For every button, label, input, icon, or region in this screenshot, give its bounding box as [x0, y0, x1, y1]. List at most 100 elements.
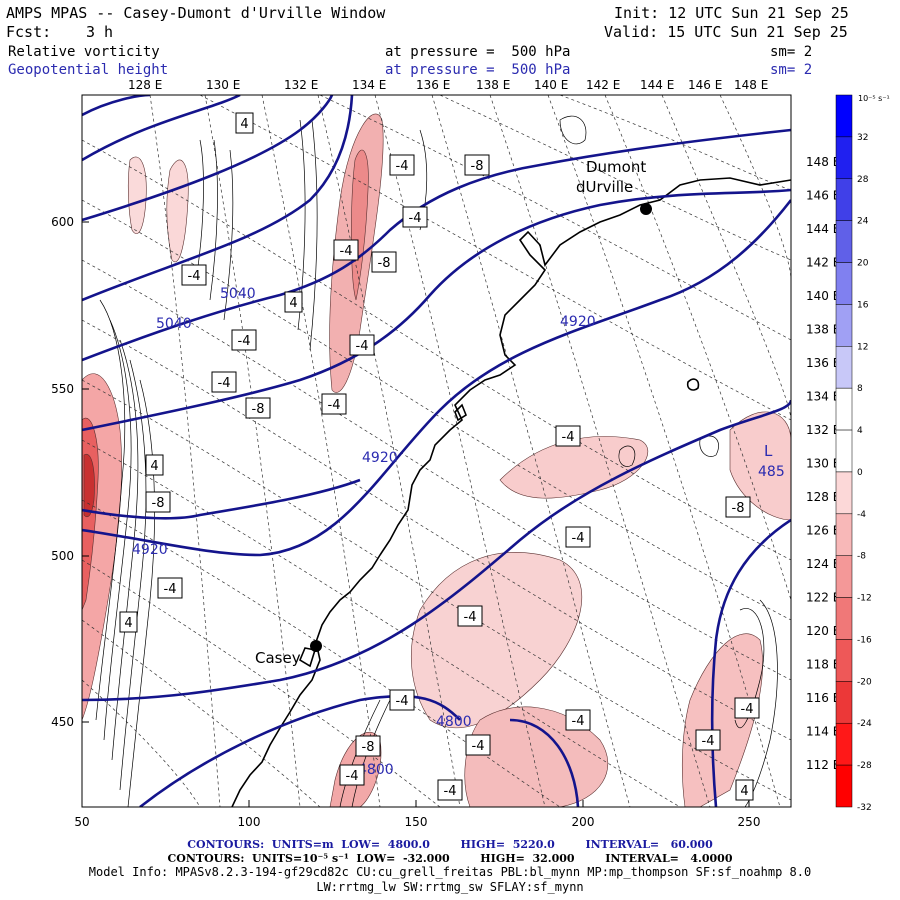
vorticity-label: -4 — [572, 714, 585, 729]
colorbar-cell — [835, 346, 853, 389]
dumont-durville-label-1: Dumont — [586, 158, 646, 176]
vorticity-label-box: -4 — [389, 154, 415, 176]
colorbar-cell — [835, 387, 853, 431]
y-axis-ticks: 600 550 500 450 — [51, 215, 89, 729]
height-label: 4800 — [358, 762, 394, 778]
vorticity-label-box: -4 — [437, 779, 463, 801]
right-lon-label: 140 E — [806, 289, 840, 303]
vorticity-label: -4 — [464, 610, 477, 625]
y-tick-label: 500 — [51, 549, 74, 563]
top-lon-label: 140 E — [534, 78, 568, 92]
right-lon-label: 126 E — [806, 524, 840, 538]
vorticity-label-box: -8 — [464, 154, 490, 176]
vorticity-label: -4 — [238, 334, 251, 349]
valid-time: Valid: 15 UTC Sun 21 Sep 25 — [604, 23, 848, 41]
footer-height-contours: CONTOURS: UNITS=m LOW= 4800.0 HIGH= 5220… — [187, 838, 713, 851]
field1-pressure: at pressure = 500 hPa — [385, 44, 571, 60]
vorticity-label-box: -8 — [725, 496, 751, 518]
map-title: AMPS MPAS -- Casey-Dumont d'Urville Wind… — [6, 4, 386, 22]
colorbar-tick: -20 — [857, 677, 872, 687]
top-lon-label: 130 E — [206, 78, 240, 92]
vorticity-label: -4 — [218, 376, 231, 391]
x-tick-label: 100 — [238, 815, 261, 829]
top-lon-label: 134 E — [352, 78, 386, 92]
right-lon-label: 116 E — [806, 691, 840, 705]
vorticity-label-box: -4 — [349, 334, 375, 356]
vorticity-label-box: -8 — [245, 397, 271, 419]
vorticity-label-box: -4 — [211, 371, 237, 393]
colorbar-tick: 12 — [857, 342, 868, 352]
colorbar-tick: -16 — [857, 635, 872, 645]
height-label: 4920 — [362, 450, 398, 466]
right-lon-label: 132 E — [806, 423, 840, 437]
vorticity-label: -8 — [471, 159, 484, 174]
colorbar-cell — [835, 555, 853, 598]
vorticity-label-box: -4 — [231, 329, 257, 351]
low-value: 485 — [758, 464, 785, 480]
height-labels: 5040 5040 4920 4920 4920 4800 4800 — [132, 286, 596, 778]
colorbar-tick: -4 — [857, 510, 866, 520]
colorbar-cell — [835, 262, 853, 305]
coastline — [231, 177, 791, 807]
vorticity-label: -4 — [188, 269, 201, 284]
colorbar-cell — [835, 178, 853, 221]
right-lon-label: 112 E — [806, 758, 840, 772]
colorbar-cell — [835, 764, 853, 808]
vorticity-label-box: -4 — [389, 689, 415, 711]
top-longitude-labels: 128 E 130 E 132 E 134 E 136 E 138 E 140 E 142 E… — [128, 78, 768, 92]
vorticity-label-box: -4 — [565, 709, 591, 731]
top-lon-label: 144 E — [640, 78, 674, 92]
colorbar-tick: -32 — [857, 803, 872, 813]
colorbar-cell — [835, 304, 853, 347]
colorbar-tick: -24 — [857, 719, 872, 729]
colorbar-tick: 32 — [857, 133, 868, 143]
vorticity-label: 4 — [150, 459, 158, 474]
colorbar-cell — [835, 429, 853, 473]
vorticity-label: -4 — [164, 582, 177, 597]
vorticity-label-box: -4 — [321, 393, 347, 415]
dumont-durville-station-dot — [640, 203, 652, 215]
vorticity-label-box: -4 — [695, 729, 721, 751]
casey-station-dot — [310, 640, 322, 652]
top-lon-label: 142 E — [586, 78, 620, 92]
colorbar-cell — [835, 597, 853, 640]
fcst-label: Fcst: — [6, 23, 52, 41]
geopotential-height-contours — [82, 95, 791, 807]
vorticity-label: -8 — [362, 740, 375, 755]
vorticity-label: -4 — [409, 211, 422, 226]
x-tick-label: 150 — [405, 815, 428, 829]
init-time: Init: 12 UTC Sun 21 Sep 25 — [614, 4, 849, 22]
fcst-value: 3 h — [86, 23, 114, 41]
vorticity-label-box: 4 — [235, 112, 254, 134]
footer-model-info-2: LW:rrtmg_lw SW:rrtmg_sw SFLAY:sf_mynn — [316, 880, 584, 894]
height-label: 5040 — [156, 316, 192, 332]
field1-name: Relative vorticity — [8, 44, 160, 60]
height-label: 4920 — [132, 542, 168, 558]
vorticity-label: -4 — [702, 734, 715, 749]
map-frame — [81, 94, 792, 808]
colorbar-cell — [835, 681, 853, 724]
colorbar-tick: 28 — [857, 175, 869, 185]
colorbar: 32 28 24 20 16 12 8 4 0 -4 -8 -12 -16 -20 -24 -28 -32 — [835, 94, 872, 813]
colorbar-tick: -12 — [857, 594, 872, 604]
vorticity-label: -4 — [472, 739, 485, 754]
lat-lon-graticule — [82, 95, 791, 807]
vorticity-label-box: -4 — [734, 697, 760, 719]
vorticity-label: -4 — [340, 244, 353, 259]
vorticity-label: 4 — [289, 296, 297, 311]
colorbar-tick: 24 — [857, 217, 869, 227]
vorticity-label-box: -4 — [402, 206, 428, 228]
vorticity-label-box: -4 — [157, 577, 183, 599]
right-lon-label: 122 E — [806, 591, 840, 605]
vorticity-label-box: 4 — [145, 454, 164, 476]
right-lon-label: 142 E — [806, 256, 840, 270]
vorticity-label: -4 — [356, 339, 369, 354]
colorbar-tick: 20 — [857, 259, 869, 269]
x-tick-label: 50 — [74, 815, 89, 829]
vorticity-label: -4 — [396, 159, 409, 174]
colorbar-tick: 0 — [857, 468, 863, 478]
top-lon-label: 148 E — [734, 78, 768, 92]
colorbar-tick: -28 — [857, 761, 872, 771]
colorbar-cell — [835, 513, 853, 556]
vorticity-label-box: -4 — [555, 425, 581, 447]
